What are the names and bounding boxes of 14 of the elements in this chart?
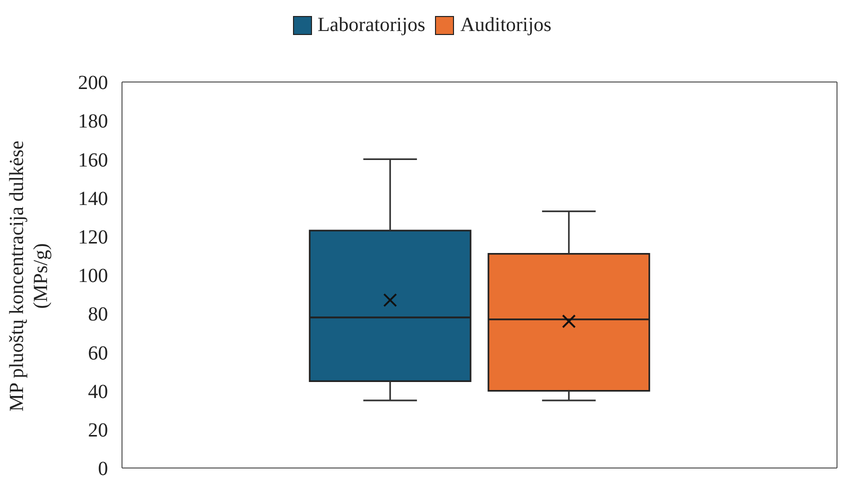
legend-label: Auditorijos [460, 14, 552, 37]
legend-label: Laboratorijos [318, 14, 426, 37]
y-tick-label: 80 [88, 304, 108, 326]
y-tick-label: 0 [98, 458, 108, 480]
y-tick-label: 140 [78, 188, 108, 210]
y-tick-label: 20 [88, 420, 108, 442]
y-tick-label: 160 [78, 149, 108, 172]
y-tick-label: 180 [78, 110, 108, 133]
y-axis-title: MP pluoštų koncentracija dulkėse (MPs/g) [5, 139, 53, 413]
y-tick-label: 100 [78, 265, 108, 288]
y-tick-label: 200 [78, 72, 108, 94]
y-tick-label: 40 [88, 380, 108, 403]
y-tick-label: 60 [88, 342, 108, 364]
y-tick-label: 120 [78, 226, 108, 248]
